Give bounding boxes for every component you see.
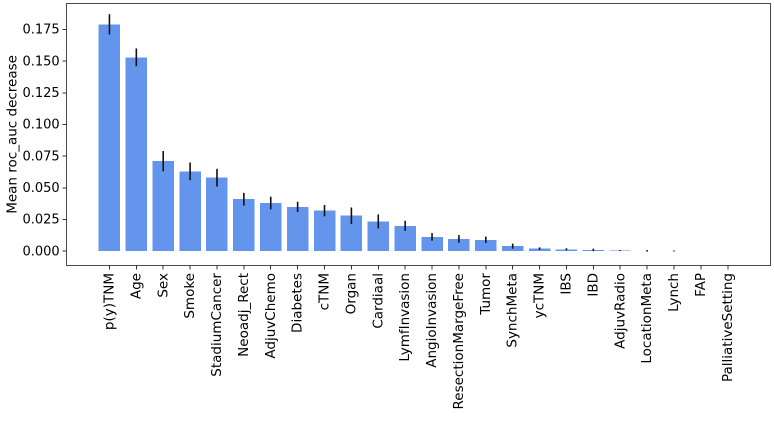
plot-border	[66, 2, 771, 267]
bar	[179, 171, 201, 252]
x-tick-label: AdjuvChemo	[263, 273, 279, 359]
bar	[367, 221, 390, 252]
y-tick-label: 0.075	[22, 149, 59, 164]
x-tick-label: LocationMeta	[639, 273, 655, 364]
x-tick-label: cTNM	[317, 273, 333, 310]
x-tick-label: IBD	[585, 273, 601, 297]
y-tick-label: 0.000	[22, 244, 59, 259]
bar	[125, 57, 148, 252]
bar	[340, 215, 363, 252]
x-tick-label: Tumor	[478, 273, 494, 316]
x-tick-label: ycTNM	[532, 273, 548, 318]
y-tick-label: 0.175	[22, 23, 59, 38]
x-tick-label: p(y)TNM	[101, 273, 117, 330]
bar	[394, 225, 416, 252]
y-tick-label: 0.125	[22, 86, 59, 101]
x-tick-label: Cardiaal	[370, 273, 386, 329]
y-tick-label: 0.050	[22, 181, 59, 196]
bar	[152, 161, 174, 252]
x-tick-label: ResectionMargeFree	[451, 273, 467, 409]
x-tick-label: Neoadj_Rect	[236, 273, 252, 357]
x-tick-label: FAP	[693, 273, 709, 297]
x-tick-label: LymfInvasion	[397, 273, 413, 362]
y-tick-label: 0.150	[22, 54, 59, 69]
x-tick-label: SynchMeta	[505, 273, 521, 348]
x-tick-label: IBS	[559, 273, 575, 295]
bar	[206, 177, 228, 252]
bar	[475, 239, 497, 252]
x-tick-label: AdjuvRadio	[612, 273, 628, 349]
y-tick-label: 0.100	[22, 118, 59, 133]
bar	[421, 236, 443, 252]
y-axis-label: Mean roc_auc decrease	[4, 55, 20, 214]
bar	[528, 248, 551, 252]
x-tick-label: Age	[128, 273, 144, 299]
y-tick-label: 0.025	[22, 213, 59, 228]
bar	[286, 206, 309, 252]
x-tick-label: StadiumCancer	[209, 273, 225, 377]
x-tick-label: Diabetes	[290, 273, 306, 333]
bar	[259, 203, 282, 252]
x-tick-label: AngioInvasion	[424, 273, 440, 368]
bar	[98, 24, 121, 252]
x-tick-label: Organ	[343, 273, 359, 314]
bar	[313, 210, 336, 252]
x-tick-label: Sex	[155, 273, 171, 298]
x-tick-label: Smoke	[182, 273, 198, 319]
x-tick-label: PalliativeSetting	[720, 273, 736, 382]
x-tick-label: Lynch	[666, 273, 682, 312]
bar	[233, 199, 255, 252]
bar	[448, 238, 470, 252]
